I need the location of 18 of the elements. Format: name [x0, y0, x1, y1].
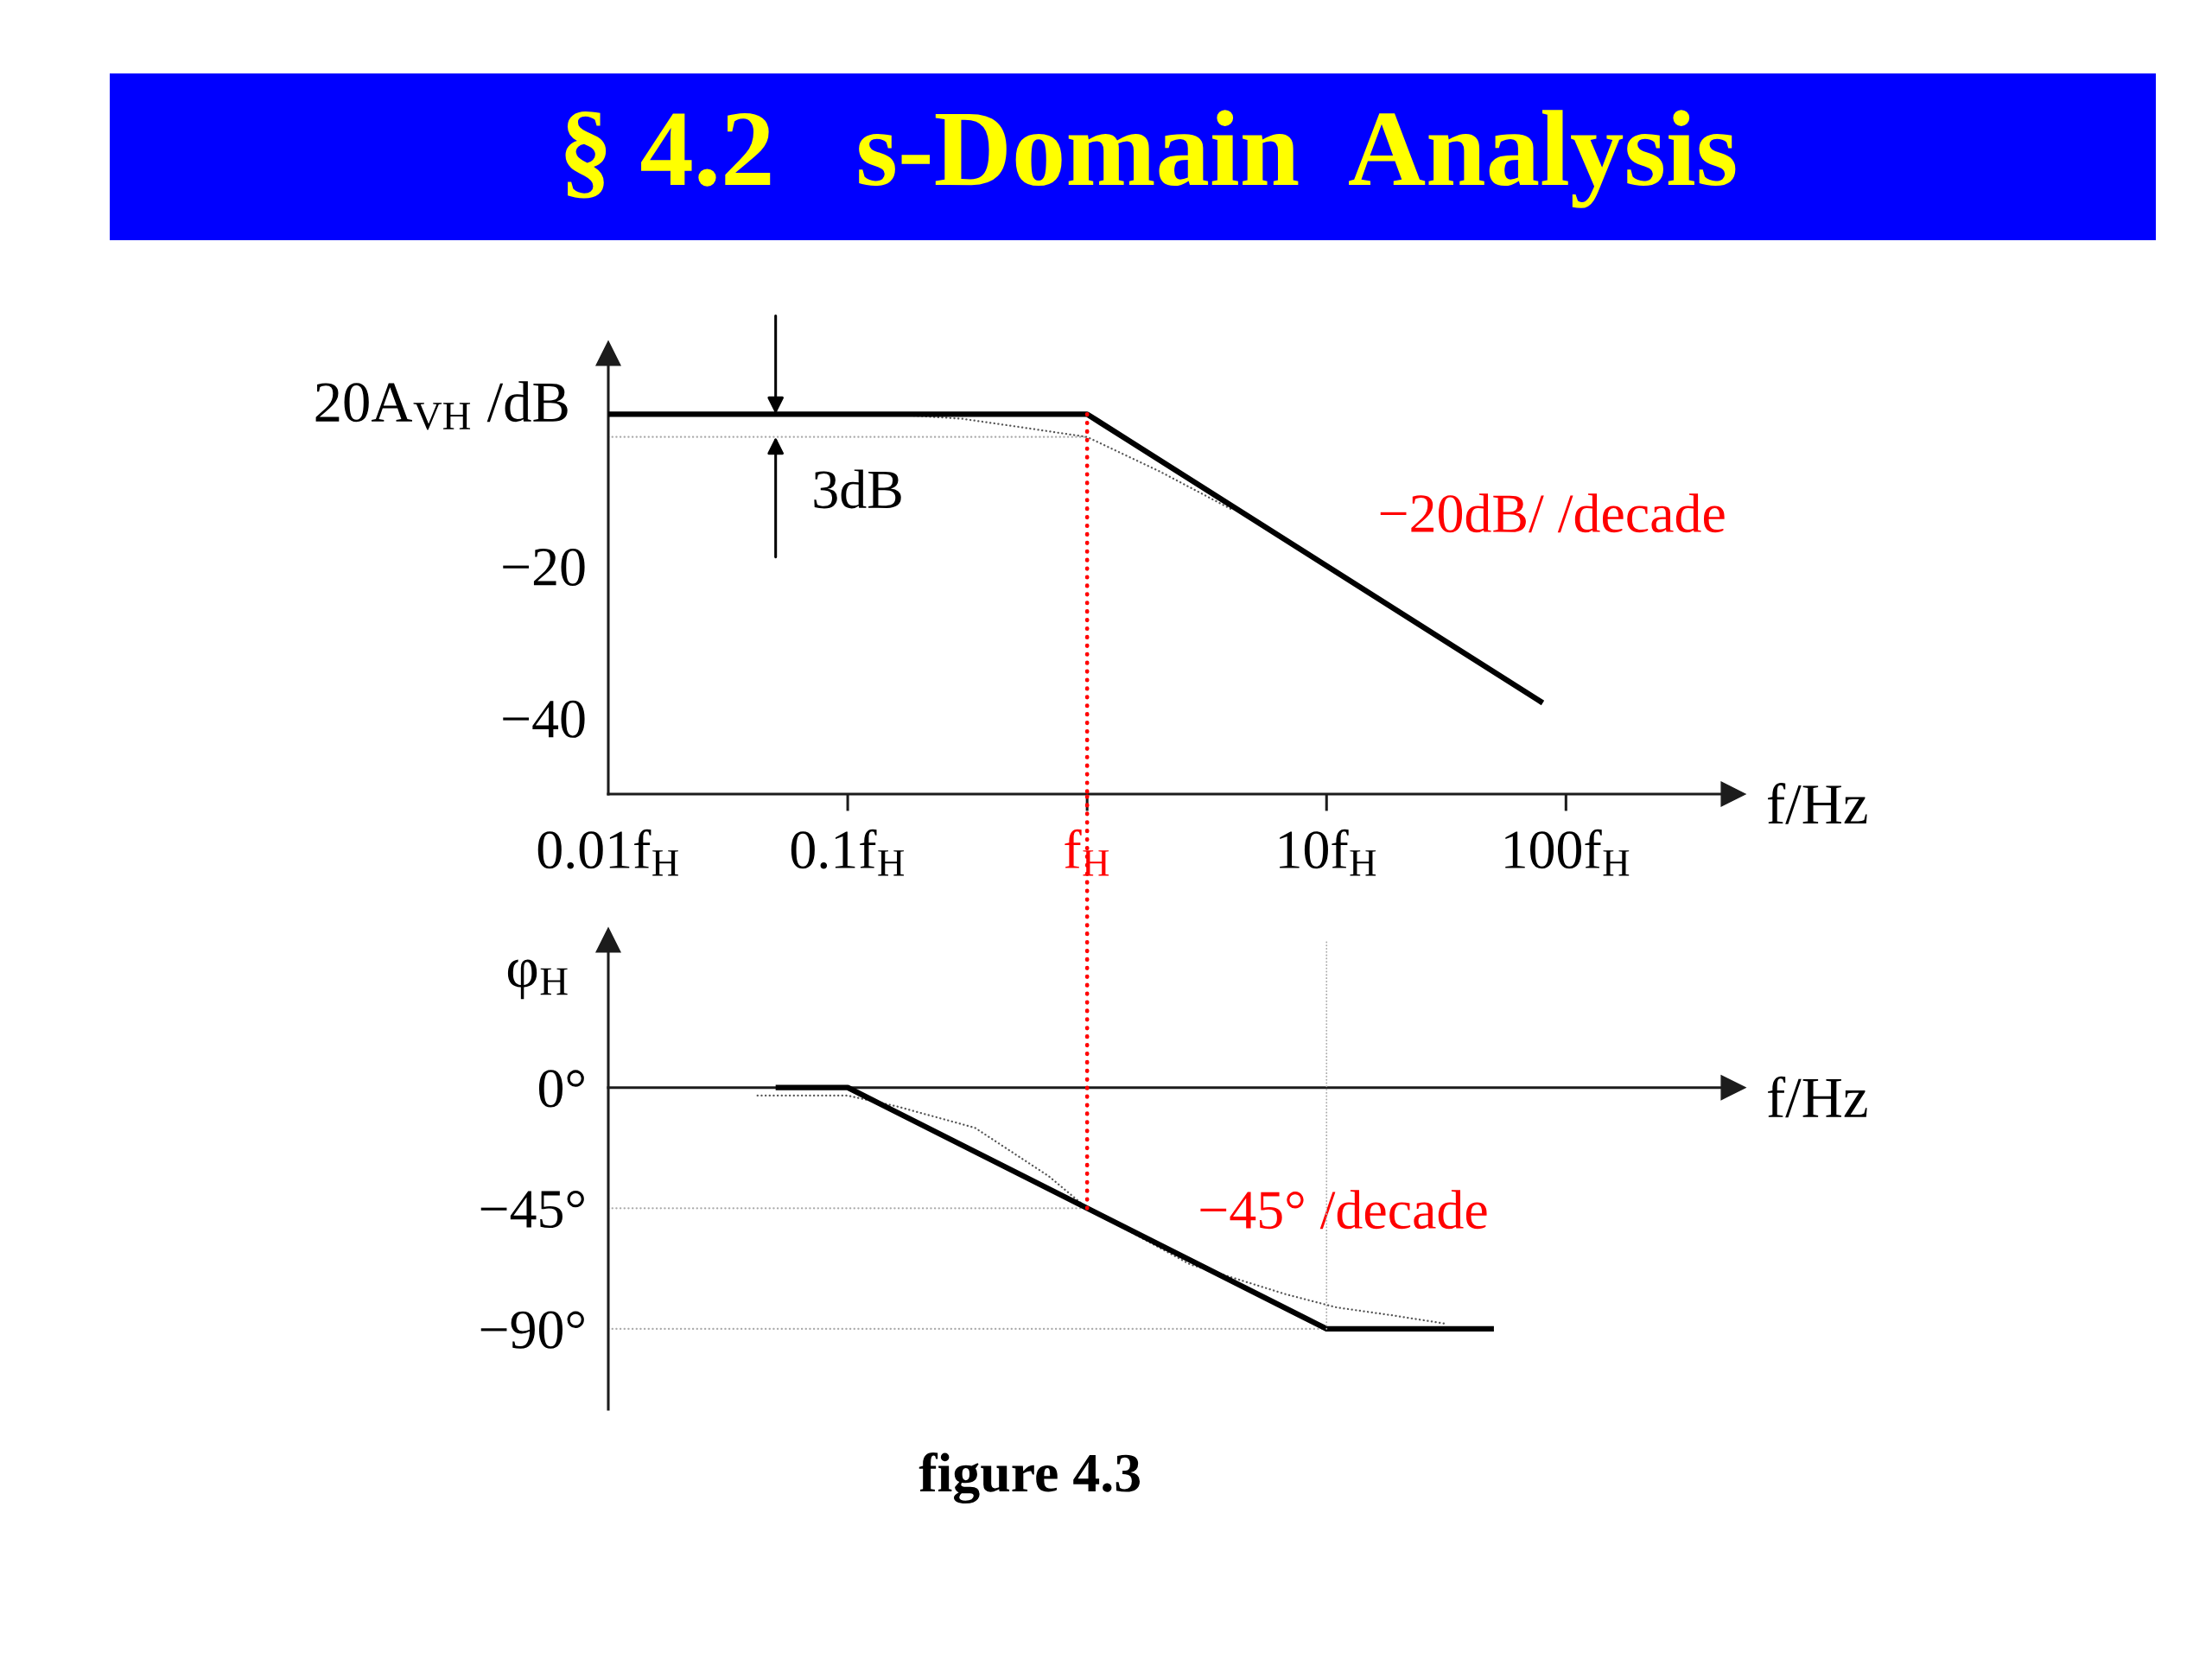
x-tick-label: 0.01f$_{H}$ — [537, 829, 678, 876]
x-tick-label: 10f$_{H}$ — [1280, 829, 1376, 876]
y-tick-label: 0° — [538, 1070, 584, 1108]
y-axis-title: 20A$_{VH}$ /dB — [315, 381, 568, 430]
x-axis-title: f/Hz — [1768, 783, 1867, 824]
caption: figure 4.3 — [918, 1452, 1141, 1504]
annotation: −20dB/ /decade — [1380, 493, 1725, 533]
x-tick-label: 100f$_{H}$ — [1505, 829, 1630, 876]
annotation: −45° /decade — [1200, 1190, 1487, 1230]
y-tick-label: −20 — [503, 548, 585, 586]
chart-title: § 4.2 s-Domain Analysis — [565, 110, 1736, 208]
x-axis-title: f/Hz — [1768, 1076, 1867, 1118]
y-tick-label: −45° — [480, 1190, 584, 1229]
y-axis-title: φ$_{H}$ — [507, 959, 568, 1000]
y-tick-label: −40 — [503, 700, 585, 738]
y-tick-label: −90° — [480, 1311, 584, 1349]
x-tick-label: 0.1f$_{H}$ — [791, 829, 904, 876]
annotation: 3dB — [814, 469, 901, 509]
